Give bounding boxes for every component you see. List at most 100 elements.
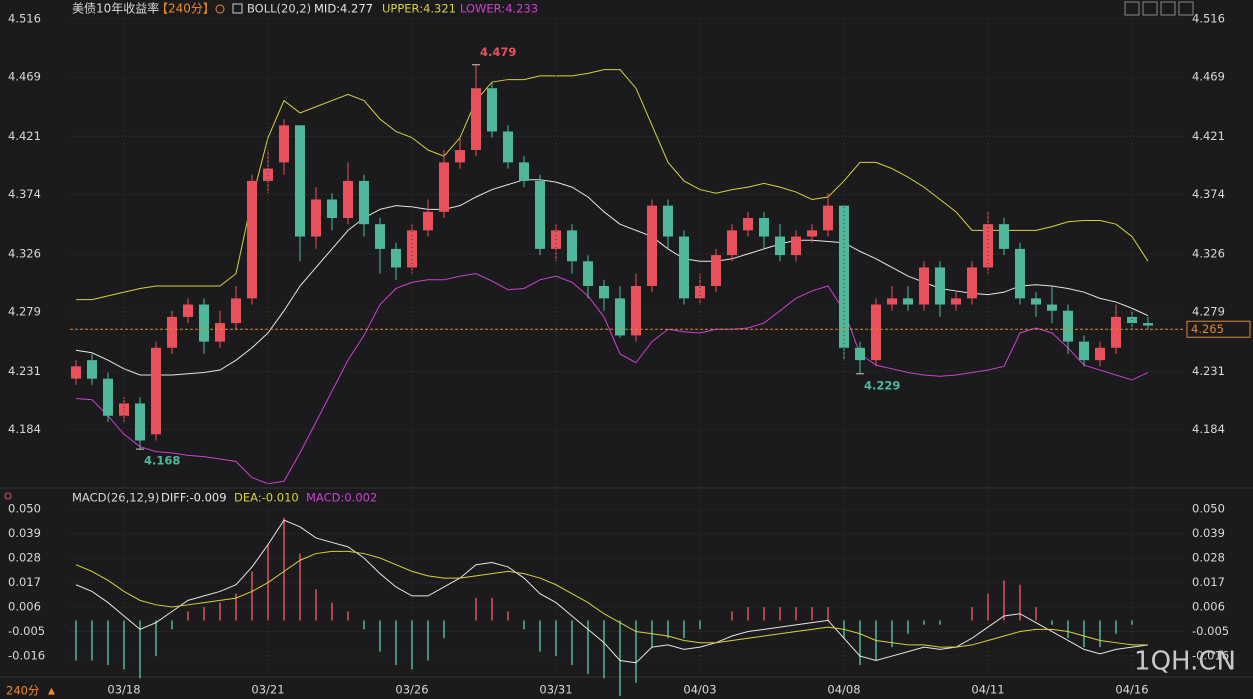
- candle-body: [215, 323, 225, 342]
- x-tick-label: 04/11: [971, 683, 1004, 697]
- candle-body: [519, 162, 529, 181]
- candle-body: [103, 378, 113, 416]
- period-arrow[interactable]: ▲: [48, 687, 55, 697]
- y-tick-label: 0.017: [8, 575, 41, 589]
- tool-button[interactable]: [1178, 1, 1194, 16]
- candle-body: [567, 230, 577, 262]
- last-price-box: [1186, 320, 1251, 338]
- candle-body: [503, 131, 513, 163]
- y-tick-label: 4.421: [8, 129, 41, 143]
- extreme-label: 4.229: [864, 378, 900, 392]
- indicator-line: [75, 519, 1149, 664]
- candle-body: [1079, 341, 1089, 361]
- candle-body: [583, 261, 593, 286]
- candle-body: [743, 218, 753, 231]
- candle-body: [1111, 316, 1121, 348]
- y-tick-label: 4.279: [8, 304, 41, 318]
- x-tick-label: 04/03: [683, 683, 716, 697]
- indicator-icon[interactable]: [4, 492, 12, 500]
- candle-body: [279, 125, 289, 163]
- y-tick-label: 0.028: [1192, 551, 1225, 565]
- candle-body: [391, 248, 401, 268]
- y-tick-label: -0.005: [8, 624, 45, 638]
- candle-body: [983, 224, 993, 268]
- y-tick-label: -0.016: [1192, 649, 1229, 663]
- legend-entry: DIFF:-0.009: [161, 491, 227, 505]
- y-tick-label: 4.184: [8, 422, 41, 436]
- candle-body: [487, 88, 497, 132]
- y-tick-label: 4.421: [1192, 129, 1225, 143]
- indicator-name: BOLL(20,2): [247, 2, 311, 16]
- x-tick-label: 04/08: [827, 683, 860, 697]
- legend-entry: DEA:-0.010: [234, 491, 299, 505]
- extreme-label: 4.479: [480, 45, 516, 59]
- candle-body: [775, 236, 785, 256]
- candle-body: [343, 180, 353, 219]
- y-tick-label: 4.516: [8, 12, 41, 26]
- y-tick-label: 4.469: [1192, 70, 1225, 84]
- candle-body: [727, 230, 737, 256]
- y-tick-label: -0.016: [8, 649, 45, 663]
- y-tick-label: 4.374: [8, 187, 41, 201]
- x-tick-label: 03/31: [539, 683, 572, 697]
- candle-body: [631, 285, 641, 336]
- y-tick-label: 4.231: [8, 364, 41, 378]
- candle-body: [1031, 298, 1041, 305]
- candle-body: [119, 403, 129, 416]
- last-price-label: 4.265: [1191, 322, 1224, 336]
- candle-body: [855, 347, 865, 361]
- candle-body: [311, 199, 321, 237]
- y-tick-label: 4.326: [8, 246, 41, 260]
- chart-title: 美债10年收益率: [72, 1, 159, 16]
- candle-body: [327, 199, 337, 219]
- candle-body: [135, 403, 145, 441]
- tool-button[interactable]: [1142, 1, 1158, 16]
- tool-button[interactable]: [1124, 1, 1140, 16]
- settings-icon[interactable]: [215, 4, 225, 14]
- y-tick-label: 0.017: [1192, 575, 1225, 589]
- candle-body: [679, 236, 689, 299]
- candle-body: [823, 205, 833, 231]
- period-selector[interactable]: 240分: [6, 684, 40, 698]
- tool-button[interactable]: [1160, 1, 1176, 16]
- candle-body: [375, 224, 385, 249]
- y-tick-label: 0.006: [8, 600, 41, 614]
- y-tick-label: 4.279: [1192, 304, 1225, 318]
- y-tick-label: 0.028: [8, 551, 41, 565]
- candle-body: [663, 205, 673, 237]
- candle-body: [615, 298, 625, 336]
- y-tick-label: 4.231: [1192, 364, 1225, 378]
- indicator-icon[interactable]: [232, 3, 243, 14]
- candle-body: [71, 366, 81, 379]
- candle-body: [167, 316, 177, 348]
- y-tick-label: 4.469: [8, 70, 41, 84]
- y-tick-label: 0.050: [1192, 502, 1225, 516]
- y-tick-label: 0.039: [8, 526, 41, 540]
- legend-entry: MACD:0.002: [306, 491, 377, 505]
- candle-body: [807, 230, 817, 237]
- indicator-name: MACD(26,12,9): [72, 491, 159, 505]
- toolbar: [1124, 1, 1194, 16]
- x-tick-label: 03/21: [251, 683, 284, 697]
- candle-body: [1047, 304, 1057, 311]
- candle-body: [359, 180, 369, 225]
- candle-body: [295, 125, 305, 237]
- candle-body: [1095, 347, 1105, 361]
- candle-body: [1063, 310, 1073, 342]
- candle-body: [935, 267, 945, 305]
- x-tick-label: 03/18: [107, 683, 140, 697]
- candle-body: [599, 285, 609, 299]
- candle-body: [471, 88, 481, 151]
- candle-body: [999, 224, 1009, 249]
- candle-body: [919, 267, 929, 305]
- candle-body: [791, 236, 801, 256]
- candle-body: [647, 205, 657, 286]
- candle-body: [247, 180, 257, 299]
- candle-body: [887, 298, 897, 305]
- candle-body: [1143, 323, 1153, 326]
- candle-body: [199, 304, 209, 342]
- candle-body: [903, 298, 913, 305]
- x-tick-label: 04/16: [1115, 683, 1148, 697]
